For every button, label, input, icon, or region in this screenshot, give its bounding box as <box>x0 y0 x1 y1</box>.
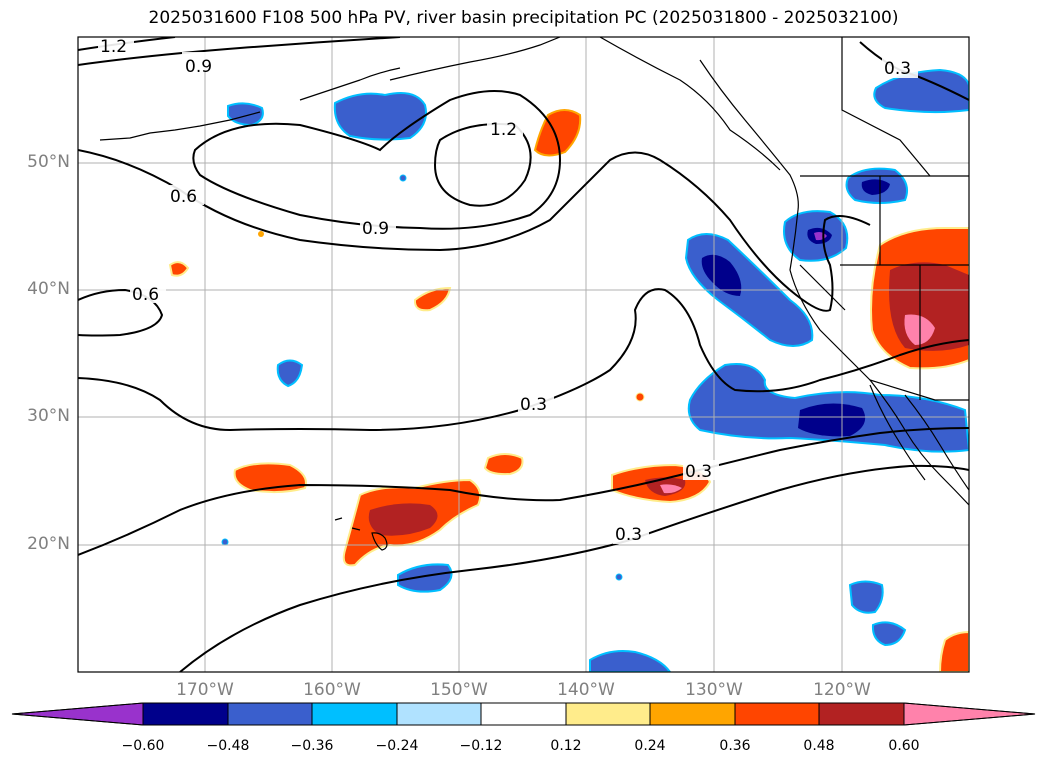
neg-blob-washington-core <box>861 179 890 195</box>
coast-alaska <box>389 37 561 81</box>
neg-blob-south-2 <box>848 580 884 614</box>
pos-blob-se-corner <box>938 630 969 672</box>
ocean-background <box>78 37 969 672</box>
lat-label-20n: 20°N <box>27 534 70 554</box>
contour-label-8: 0.3 <box>884 59 911 79</box>
hawaii-islands <box>334 517 388 551</box>
colorbar-seg-4 <box>396 702 482 726</box>
coast-baja <box>869 384 926 481</box>
contour-label-10: 0.3 <box>615 525 642 545</box>
pv-contours <box>78 37 969 672</box>
neg-blob-gulf-alaska <box>333 92 427 141</box>
colorbar <box>11 702 1036 726</box>
colorbar-seg-7 <box>649 702 736 726</box>
colorbar-tick-10: 0.60 <box>888 738 920 754</box>
contour-label-7: 0.3 <box>520 395 547 415</box>
contour-label-5: 0.9 <box>362 219 389 239</box>
colorbar-seg-8 <box>734 702 820 726</box>
colorbar-tick-3: −0.36 <box>290 738 334 754</box>
border-nevada <box>799 264 846 311</box>
coast-west-us <box>789 209 969 506</box>
map-frame <box>77 36 970 673</box>
colorbar-tick-6: 0.12 <box>550 738 582 754</box>
contour-label-4: 0.6 <box>170 187 197 207</box>
colorbar-seg-1 <box>142 702 229 726</box>
pos-blob-east-pac-pink <box>660 484 682 494</box>
map-area: 1.2 0.9 1.2 0.6 0.9 0.6 0.3 0.3 0.3 0.3 <box>78 37 969 672</box>
neg-blob-small-1 <box>276 359 304 388</box>
neg-blob-aleutian <box>227 102 264 127</box>
contour-labels: 1.2 0.9 1.2 0.6 0.9 0.6 0.3 0.3 0.3 0.3 <box>98 37 918 545</box>
pv-contour-0.3-main <box>78 288 969 432</box>
colorbar-tick-1: −0.60 <box>121 738 165 754</box>
pos-dot-1 <box>258 231 264 237</box>
colorbar-tick-7: 0.24 <box>634 738 666 754</box>
contour-label-6: 0.6 <box>132 285 159 305</box>
pos-blob-mid <box>483 453 524 476</box>
pv-contour-0.9-north <box>78 37 401 66</box>
colorbar-tick-2: −0.48 <box>206 738 250 754</box>
neg-blob-south-3 <box>871 621 907 647</box>
border-yukon <box>841 37 931 177</box>
lon-label-160w: 160°W <box>303 680 361 700</box>
pos-blob-subtropic-west <box>233 462 307 494</box>
neg-dot-1 <box>399 174 407 182</box>
neg-dot-2 <box>221 538 229 546</box>
colorbar-seg-3 <box>311 702 398 726</box>
pos-blob-hawaii-core <box>368 503 438 536</box>
pos-blob-gulf <box>533 109 582 157</box>
lat-label-40n: 40°N <box>27 279 70 299</box>
colorbar-tick-4: −0.24 <box>375 738 419 754</box>
lat-label-30n: 30°N <box>27 406 70 426</box>
pv-contour-0.3-sub <box>78 427 969 556</box>
map-title: 2025031600 F108 500 hPa PV, river basin … <box>148 8 899 28</box>
colorbar-seg-2 <box>227 702 313 726</box>
coastlines <box>99 37 969 551</box>
pv-contour-0.9-closed <box>192 90 562 230</box>
pv-contour-0.6-main <box>78 149 871 312</box>
colorbar-seg-9 <box>818 702 905 726</box>
colorbar-tick-9: 0.48 <box>803 738 835 754</box>
colorbar-tick-8: 0.36 <box>719 738 751 754</box>
border-us-mexico <box>869 379 969 401</box>
lon-label-130w: 130°W <box>685 680 743 700</box>
graticule <box>78 37 969 672</box>
lat-label-50n: 50°N <box>27 152 70 172</box>
neg-blob-subtropic-core <box>798 403 866 437</box>
coast-alaska-pen <box>299 67 401 101</box>
coast-gulf-california <box>904 394 969 491</box>
contour-label-2: 0.9 <box>185 57 212 77</box>
pv-contour-0.3-south <box>179 464 969 672</box>
contour-label-9: 0.3 <box>685 462 712 482</box>
colorbar-seg-6 <box>565 702 651 726</box>
pv-contour-0.6-west <box>78 288 164 337</box>
lon-label-150w: 150°W <box>430 680 488 700</box>
lon-label-170w: 170°W <box>176 680 234 700</box>
colorbar-extend-high <box>903 702 1036 726</box>
colorbar-extend-low <box>11 702 144 726</box>
neg-dot-3 <box>615 573 623 581</box>
coast-aleutians <box>99 111 261 141</box>
negative-anomaly-areas <box>221 68 969 672</box>
neg-blob-hawaii-south <box>397 563 453 593</box>
neg-blob-south-1 <box>589 650 672 672</box>
contour-label-3: 1.2 <box>490 120 517 140</box>
pos-blob-small-1 <box>413 286 452 312</box>
colorbar-seg-5 <box>480 702 567 726</box>
colorbar-tick-5: −0.12 <box>459 738 503 754</box>
lon-label-140w: 140°W <box>557 680 615 700</box>
coast-bc <box>699 59 799 211</box>
lon-label-120w: 120°W <box>813 680 871 700</box>
pos-dot-2 <box>635 392 645 402</box>
pos-blob-small-2 <box>168 261 190 277</box>
contour-label-1: 1.2 <box>100 37 127 57</box>
neg-blob-offshore-core <box>701 254 742 296</box>
coast-alaska-panhandle <box>599 37 781 171</box>
